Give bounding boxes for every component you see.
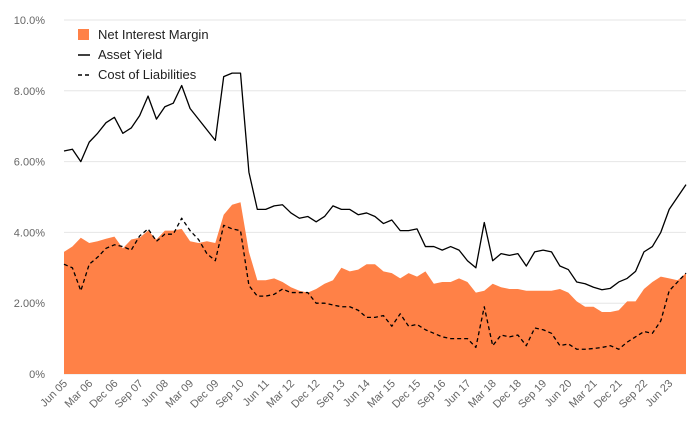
legend: Net Interest Margin Asset Yield Cost of … (78, 27, 209, 82)
y-tick-label: 8.00% (14, 86, 45, 98)
series-layer (63, 72, 687, 374)
y-tick-label: 6.00% (14, 157, 45, 169)
legend-label-cost-of-liabilities: Cost of Liabilities (98, 67, 197, 82)
legend-swatch-net-interest-margin (78, 29, 89, 40)
y-axis-ticks: 0% 2.00% 4.00% 6.00% 8.00% 10.0% (14, 15, 45, 381)
x-tick-label: Jun 23 (643, 378, 675, 410)
legend-label-net-interest-margin: Net Interest Margin (98, 27, 209, 42)
legend-label-asset-yield: Asset Yield (98, 47, 162, 62)
x-tick-label: Sep 16 (415, 378, 448, 411)
series-line-cost-of-liabilities (63, 217, 687, 350)
y-tick-label: 2.00% (14, 298, 45, 310)
y-tick-label: 10.0% (14, 15, 45, 27)
x-tick-label: Sep 22 (617, 378, 650, 411)
series-line-asset-yield (63, 72, 687, 291)
x-tick-label: Sep 07 (113, 378, 146, 411)
x-tick-label: Sep 19 (516, 378, 549, 411)
x-tick-label: Sep 10 (213, 378, 246, 411)
x-tick-label: Sep 13 (314, 378, 347, 411)
y-tick-label: 0% (29, 369, 45, 381)
y-tick-label: 4.00% (14, 227, 45, 239)
